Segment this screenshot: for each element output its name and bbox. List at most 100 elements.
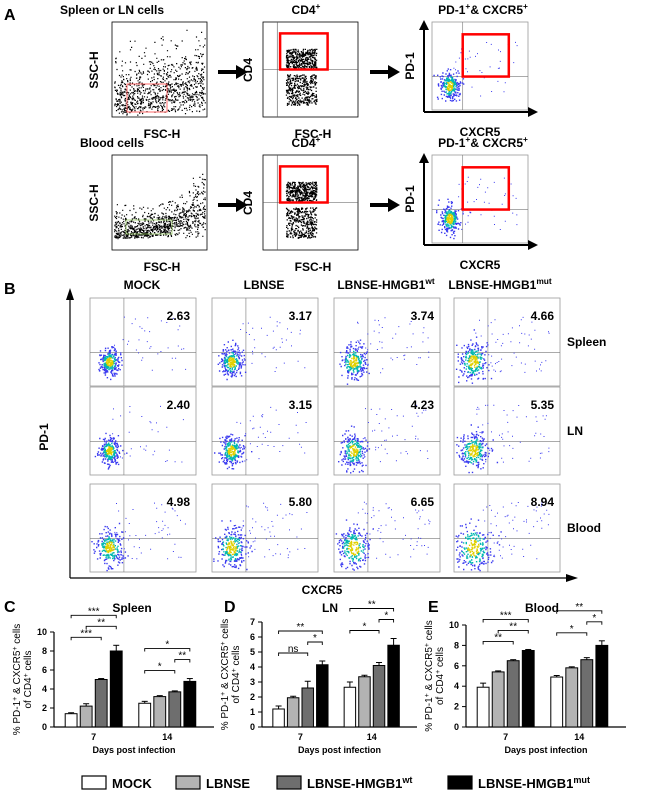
text-part: MOCK bbox=[124, 278, 161, 292]
dot-cloud-mid bbox=[443, 210, 457, 229]
legend-swatch bbox=[175, 775, 201, 790]
legend-label: LBNSE-HMGB1wt bbox=[307, 775, 412, 791]
plot-frame bbox=[211, 297, 319, 387]
dot-cloud-mid bbox=[223, 352, 240, 373]
text-part: cells bbox=[424, 620, 435, 643]
significance-bracket bbox=[174, 659, 191, 663]
significance-label: *** bbox=[500, 610, 512, 621]
dot-cloud-mid bbox=[222, 536, 242, 561]
superscript: + bbox=[465, 134, 470, 144]
bar bbox=[372, 665, 386, 728]
superscript: + bbox=[424, 693, 431, 697]
y-tick-label: 8 bbox=[42, 646, 47, 656]
dot-cloud bbox=[285, 181, 318, 239]
bar bbox=[153, 696, 167, 728]
percentage-value: 4.66 bbox=[531, 309, 555, 323]
superscript: mut bbox=[573, 775, 590, 785]
legend-label: LBNSE-HMGB1mut bbox=[478, 775, 590, 791]
gate-rect bbox=[278, 165, 329, 204]
superscript: + bbox=[220, 642, 227, 646]
percentage-value: 4.23 bbox=[411, 398, 435, 412]
y-tick-label: 0 bbox=[42, 722, 47, 732]
plot-title: CD4+ bbox=[292, 134, 321, 150]
bar bbox=[94, 679, 108, 728]
x-axis-label: Days post infection bbox=[298, 745, 381, 755]
text-part: cells bbox=[12, 624, 23, 647]
text-part: CD4 bbox=[292, 136, 316, 150]
x-tick-label: 14 bbox=[367, 732, 377, 742]
significance-label: ns bbox=[288, 644, 299, 655]
x-axis-label: FSC-H bbox=[295, 260, 332, 274]
legend-swatch bbox=[447, 775, 473, 790]
text-part: & CXCR5 bbox=[470, 136, 523, 150]
significance-bracket bbox=[278, 652, 309, 656]
significance-bracket bbox=[349, 630, 380, 634]
y-tick-label: 6 bbox=[250, 632, 255, 642]
y-tick-label: 8 bbox=[454, 640, 459, 650]
dot-cloud-core bbox=[105, 357, 114, 367]
y-tick-label: 2 bbox=[42, 703, 47, 713]
text-part: of CD4 bbox=[23, 677, 34, 709]
plot-frame bbox=[211, 386, 319, 476]
column-header: LBNSE-HMGB1wt bbox=[337, 276, 435, 292]
text-part: MOCK bbox=[112, 776, 152, 791]
gate-rect bbox=[461, 33, 511, 78]
plot-title: PD-1+& CXCR5+ bbox=[438, 134, 528, 150]
dot-cloud-core bbox=[227, 356, 237, 368]
dot-cloud-core bbox=[349, 444, 359, 457]
bar bbox=[183, 680, 197, 728]
superscript: wt bbox=[401, 775, 412, 785]
dot-cloud bbox=[285, 48, 318, 106]
y-tick-label: 4 bbox=[250, 662, 255, 672]
percentage-value: 3.15 bbox=[289, 398, 313, 412]
dot-cloud-mid bbox=[224, 441, 240, 462]
panel-a-row2: Blood cells CD4+ PD-1+& CXCR5+SSC-HFSC-HCD… bbox=[80, 134, 538, 274]
text-part: LBNSE-HMGB1 bbox=[478, 776, 573, 791]
y-axis-label: % PD-1+ & CXCR5+ cells bbox=[220, 619, 232, 731]
bar bbox=[64, 713, 78, 728]
dot-cloud-outer bbox=[436, 176, 518, 240]
flow-plot: 6.65 bbox=[333, 483, 441, 573]
plot-title: Spleen or LN cells bbox=[60, 3, 164, 17]
significance-label: ** bbox=[494, 632, 502, 643]
dot-cloud-core bbox=[105, 446, 114, 456]
x-tick-label: 14 bbox=[162, 732, 172, 742]
x-axis-label: FSC-H bbox=[144, 127, 181, 141]
plot-frame bbox=[333, 386, 441, 476]
text-part: of CD4 bbox=[231, 672, 242, 704]
y-tick-label: 2 bbox=[454, 702, 459, 712]
legend: MOCK LBNSE LBNSE-HMGB1wt LBNSE-HMGB1mut bbox=[81, 775, 590, 791]
plot-frame bbox=[431, 21, 529, 111]
significance-label: * bbox=[313, 633, 317, 644]
legend-label: LBNSE bbox=[206, 776, 250, 791]
y-tick-label: 7 bbox=[250, 617, 255, 627]
bar bbox=[550, 676, 564, 728]
plot-frame bbox=[111, 21, 208, 118]
y-axis-label: PD-1 bbox=[403, 52, 417, 80]
superscript: + bbox=[220, 692, 227, 696]
significance-label: * bbox=[592, 613, 596, 624]
y-axis-arrow bbox=[419, 153, 429, 163]
significance-bracket bbox=[70, 636, 102, 641]
bar bbox=[79, 705, 93, 728]
significance-label: ** bbox=[297, 622, 305, 633]
legend-swatch bbox=[81, 775, 107, 790]
significance-label: ** bbox=[575, 602, 583, 613]
bar bbox=[358, 676, 371, 728]
text-part: % PD-1 bbox=[220, 695, 231, 730]
superscript: + bbox=[12, 697, 19, 701]
x-axis-label: CXCR5 bbox=[460, 125, 501, 139]
flow-plot: 4.98 bbox=[89, 483, 197, 573]
bar bbox=[343, 686, 357, 728]
bar bbox=[521, 650, 535, 728]
y-tick-label: 4 bbox=[42, 684, 47, 694]
x-axis-label: CXCR5 bbox=[302, 583, 343, 597]
dot-cloud-mid bbox=[461, 532, 486, 564]
arrow bbox=[236, 65, 248, 79]
significance-bracket bbox=[85, 625, 117, 630]
chart-title: LN bbox=[322, 601, 338, 615]
superscript: + bbox=[465, 1, 470, 11]
text-part: of CD4 bbox=[435, 673, 446, 705]
